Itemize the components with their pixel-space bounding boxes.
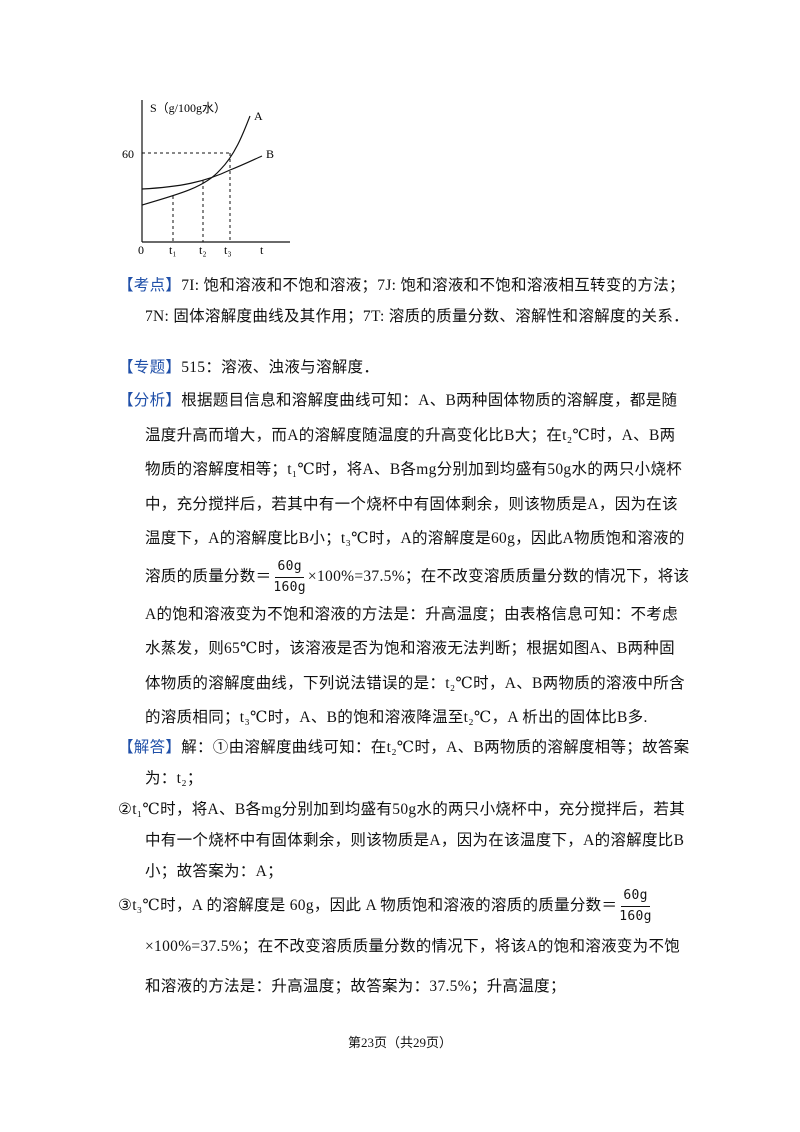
section-label: 【考点】 [118,277,182,294]
y-tick-label: 60 [122,147,134,161]
curve-a [141,115,251,206]
section-text: ×100%=37.5%；在不改变溶质质量分数的情况下，将该A的饱和溶液变为不饱和… [145,567,690,726]
section: 【解答】解：①由溶解度曲线可知：在t₂℃时，A、B两物质的溶解度相等；故答案为：… [118,732,690,794]
item: ③t₃℃时，A 的溶解度是 60g，因此 A 物质饱和溶液的溶质的质量分数＝ 60… [118,886,690,1007]
section-label: 【解答】 [118,739,182,756]
guides [142,152,231,242]
section-text: 515：溶液、浊液与溶解度． [181,359,380,376]
solubility-figure: S（g/100g水） 60 0 t₁ t₂ t₃ t A B [122,100,290,257]
section: 【分析】根据题目信息和溶解度曲线可知：A、B两种固体物质的溶解度，都是随温度升高… [118,384,690,736]
curve-label: A [254,109,263,123]
section-text: 根据题目信息和溶解度曲线可知：A、B两种固体物质的溶解度，都是随温度升高而增大，… [145,392,685,585]
section: 【考点】7I: 饱和溶液和不饱和溶液；7J: 饱和溶液和不饱和溶液相互转变的方法… [118,270,690,332]
curve-b [141,155,263,190]
x-axis-label: t [260,243,264,257]
x-tick-label: t₂ [199,243,207,257]
numerator: 60g [621,886,650,907]
section: 【专题】515：溶液、浊液与溶解度． [118,352,690,383]
section-text: 7I: 饱和溶液和不饱和溶液；7J: 饱和溶液和不饱和溶液相互转变的方法；7N:… [145,277,689,325]
origin-label: 0 [138,243,144,257]
page-footer: 第23页（共29页） [347,1035,452,1050]
x-tick-label: t₁ [169,243,177,257]
item-text: ②t₁℃时，将A、B各mg分别加到均盛有50g水的两只小烧杯中，充分搅拌后，若其… [118,801,686,880]
fraction: 60g 160g [273,557,306,598]
section-label: 【分析】 [118,392,182,409]
numerator: 60g [275,557,304,578]
item: ②t₁℃时，将A、B各mg分别加到均盛有50g水的两只小烧杯中，充分搅拌后，若其… [118,794,690,887]
item-text: ③t₃℃时，A 的溶解度是 60g，因此 A 物质饱和溶液的溶质的质量分数＝ [118,897,618,915]
fraction: 60g 160g [619,886,652,927]
item-text: ×100%=37.5%；在不改变溶质质量分数的情况下，将该A的饱和溶液变为不饱和… [145,938,681,995]
denominator: 160g [273,579,306,595]
x-tick-label: t₃ [224,243,232,257]
denominator: 160g [619,909,652,924]
curve-label: B [266,147,274,161]
section-label: 【专题】 [118,359,182,376]
section-text: 解：①由溶解度曲线可知：在t₂℃时，A、B两物质的溶解度相等；故答案为：t₂； [145,739,690,787]
y-axis-label: S（g/100g水） [150,101,226,115]
